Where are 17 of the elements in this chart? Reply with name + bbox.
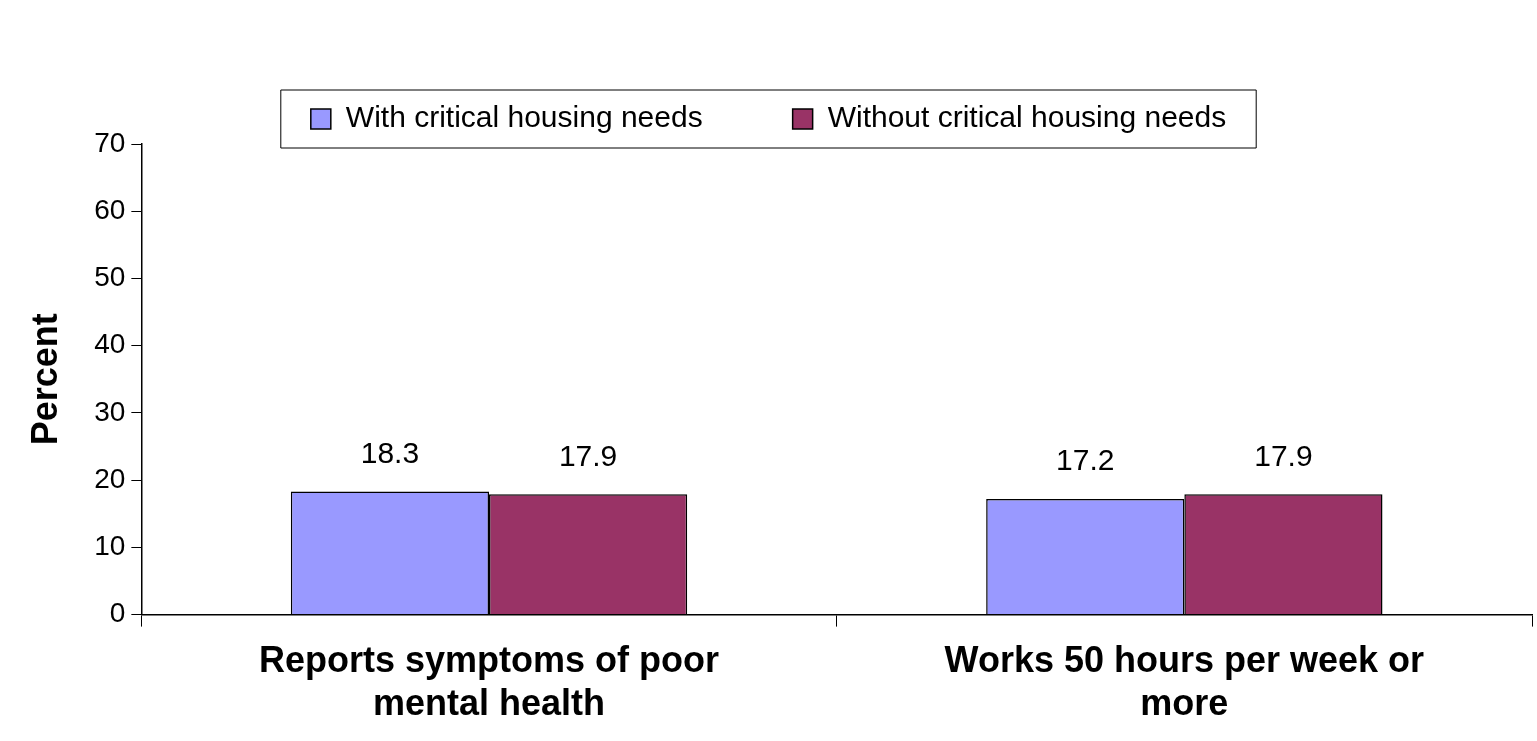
y-tick-label: 10: [94, 530, 126, 562]
y-tick-label: 30: [94, 395, 126, 427]
y-tick-label: 60: [94, 193, 126, 225]
data-label: 17.9: [1254, 438, 1313, 472]
x-tick-label: Works 50 hours per week or more: [944, 639, 1425, 724]
data-label: 17.2: [1056, 443, 1115, 477]
data-label: 17.9: [558, 438, 618, 472]
data-label: 18.3: [360, 435, 420, 469]
legend-label: Without critical housing needs: [827, 100, 1227, 134]
y-tick-label: 70: [94, 126, 126, 158]
y-tick-label: 0: [109, 597, 126, 629]
y-axis-title: Percent: [23, 313, 65, 446]
legend-label: With critical housing needs: [345, 100, 703, 134]
x-tick-label: Reports symptoms of poor mental health: [258, 639, 720, 724]
y-tick-label: 50: [94, 261, 126, 293]
y-tick-label: 40: [94, 328, 126, 360]
y-tick-label: 20: [94, 462, 126, 494]
